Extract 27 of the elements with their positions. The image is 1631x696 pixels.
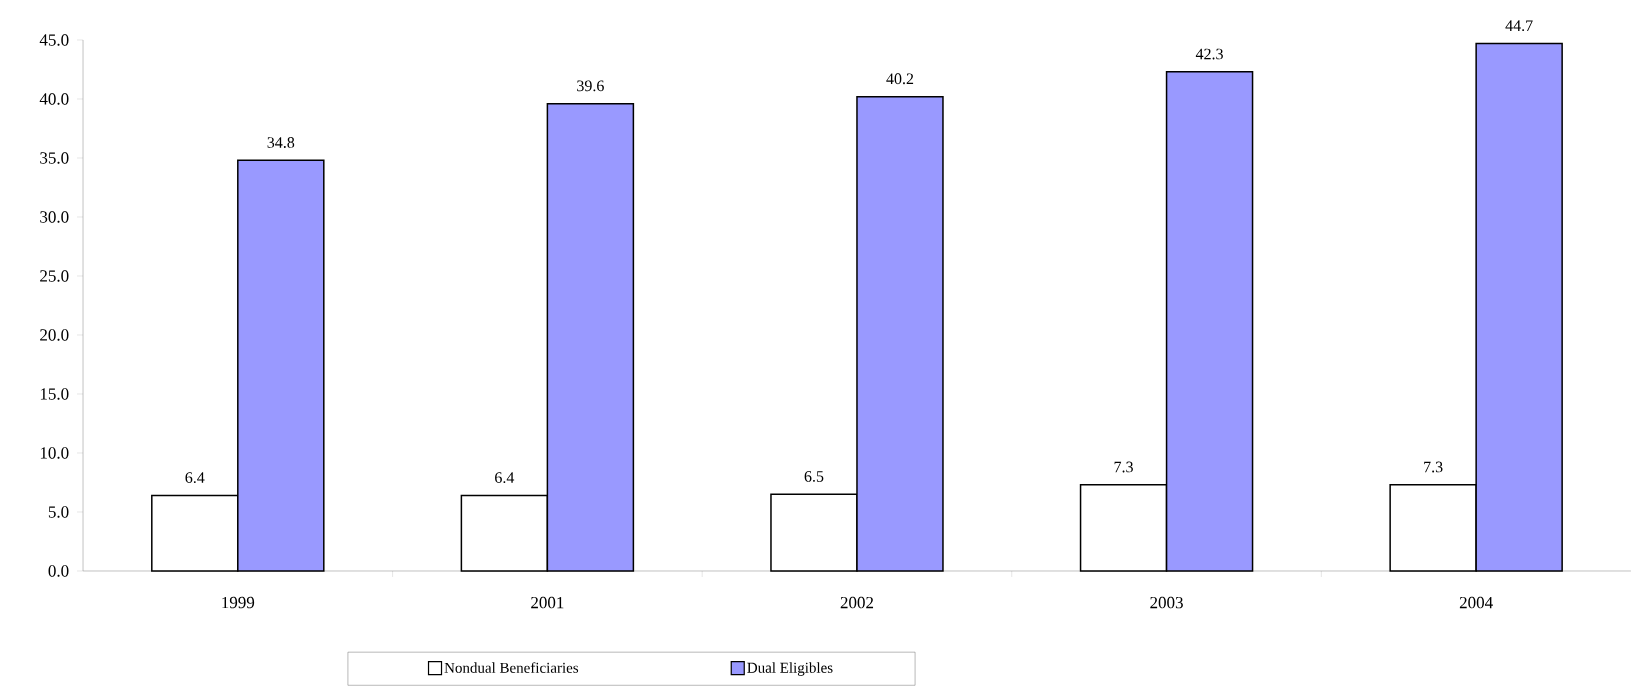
y-tick-label: 45.0 [39,34,69,46]
y-tick-label: 25.0 [40,270,69,282]
y-tick-label: 0.0 [48,565,69,577]
data-label: 34.8 [267,137,295,148]
x-tick-label: 2004 [1459,596,1493,609]
legend-label: Dual Eligibles [747,662,833,676]
data-label: 7.3 [1114,461,1133,473]
data-label: 40.2 [886,73,914,85]
legend-label: Nondual Beneficiaries [444,662,579,673]
data-label: 42.3 [1195,48,1223,60]
data-label: 39.6 [577,80,604,92]
x-tick-label: 1999 [222,596,255,609]
data-label: 6.4 [185,472,205,484]
data-label: 6.5 [804,471,824,482]
y-tick-label: 10.0 [40,447,69,459]
x-tick-label: 2001 [531,596,564,609]
data-label: 7.3 [1424,461,1443,473]
y-tick-label: 40.0 [39,93,69,105]
y-tick-label: 5.0 [48,506,69,518]
y-tick-label: 20.0 [40,329,69,341]
x-tick-label: 2002 [840,596,874,609]
data-label: 44.7 [1505,20,1533,32]
x-tick-label: 2003 [1150,596,1183,609]
y-tick-label: 35.0 [40,152,69,164]
data-label: 6.4 [495,472,515,484]
y-tick-label: 30.0 [40,211,69,223]
y-tick-label: 15.0 [40,388,69,400]
